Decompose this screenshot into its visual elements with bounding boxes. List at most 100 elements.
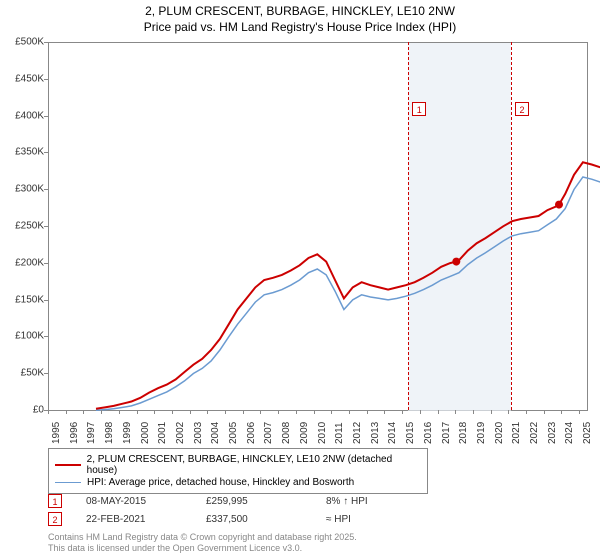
sale-price-2: £337,500 <box>206 514 326 525</box>
footnote-line2: This data is licensed under the Open Gov… <box>48 543 357 554</box>
sale-marker-dot <box>555 201 563 209</box>
legend-item-price: 2, PLUM CRESCENT, BURBAGE, HINCKLEY, LE1… <box>55 454 421 476</box>
chart-title: 2, PLUM CRESCENT, BURBAGE, HINCKLEY, LE1… <box>0 0 600 35</box>
x-tick-label: 2020 <box>494 422 505 444</box>
x-tick-label: 2013 <box>370 422 381 444</box>
y-tick <box>44 79 48 80</box>
y-tick-label: £350K <box>4 147 44 158</box>
sale-row-2: 2 22-FEB-2021 £337,500 ≈ HPI <box>48 510 406 528</box>
sales-table: 1 08-MAY-2015 £259,995 8% ↑ HPI 2 22-FEB… <box>48 492 406 528</box>
y-tick-label: £150K <box>4 294 44 305</box>
y-tick-label: £100K <box>4 331 44 342</box>
x-tick <box>172 410 173 414</box>
x-tick <box>48 410 49 414</box>
y-tick-label: £300K <box>4 184 44 195</box>
x-tick-label: 2022 <box>529 422 540 444</box>
x-tick <box>561 410 562 414</box>
x-tick-label: 2003 <box>193 422 204 444</box>
y-tick <box>44 189 48 190</box>
x-tick-label: 2012 <box>352 422 363 444</box>
x-tick <box>278 410 279 414</box>
y-tick <box>44 116 48 117</box>
x-tick-label: 2025 <box>582 422 593 444</box>
y-tick <box>44 152 48 153</box>
x-tick <box>349 410 350 414</box>
x-tick-label: 2006 <box>246 422 257 444</box>
x-tick-label: 1998 <box>104 422 115 444</box>
x-tick-label: 2010 <box>317 422 328 444</box>
sale-comp-1: 8% ↑ HPI <box>326 496 406 507</box>
y-tick-label: £450K <box>4 73 44 84</box>
x-tick <box>83 410 84 414</box>
sale-date-2: 22-FEB-2021 <box>86 514 206 525</box>
x-tick <box>367 410 368 414</box>
x-tick <box>119 410 120 414</box>
x-tick <box>473 410 474 414</box>
x-tick-label: 2018 <box>458 422 469 444</box>
event-marker-box: 2 <box>515 102 529 116</box>
x-tick <box>101 410 102 414</box>
x-tick <box>296 410 297 414</box>
x-tick <box>66 410 67 414</box>
sale-price-1: £259,995 <box>206 496 326 507</box>
x-tick-label: 2005 <box>228 422 239 444</box>
x-tick <box>331 410 332 414</box>
x-tick-label: 1997 <box>86 422 97 444</box>
x-tick <box>544 410 545 414</box>
x-tick-label: 2019 <box>476 422 487 444</box>
x-tick <box>154 410 155 414</box>
x-tick-label: 2008 <box>281 422 292 444</box>
x-tick <box>225 410 226 414</box>
event-vline <box>408 42 409 410</box>
sale-marker-dot <box>452 258 460 266</box>
y-tick-label: £400K <box>4 110 44 121</box>
x-tick-label: 1995 <box>51 422 62 444</box>
title-line1: 2, PLUM CRESCENT, BURBAGE, HINCKLEY, LE1… <box>0 4 600 20</box>
event-marker-box: 1 <box>412 102 426 116</box>
sale-date-1: 08-MAY-2015 <box>86 496 206 507</box>
y-tick-label: £500K <box>4 37 44 48</box>
legend-label-price: 2, PLUM CRESCENT, BURBAGE, HINCKLEY, LE1… <box>87 454 421 476</box>
x-tick-label: 1999 <box>122 422 133 444</box>
y-tick-label: £250K <box>4 221 44 232</box>
x-tick <box>243 410 244 414</box>
y-tick-label: £0 <box>4 405 44 416</box>
x-tick-label: 2002 <box>175 422 186 444</box>
x-tick-label: 2001 <box>157 422 168 444</box>
title-line2: Price paid vs. HM Land Registry's House … <box>0 20 600 36</box>
sale-marker-1: 1 <box>48 494 62 508</box>
sale-comp-2: ≈ HPI <box>326 514 406 525</box>
x-tick-label: 2017 <box>441 422 452 444</box>
footnote: Contains HM Land Registry data © Crown c… <box>48 532 357 554</box>
x-tick <box>137 410 138 414</box>
y-tick <box>44 336 48 337</box>
series-hpi <box>96 166 600 410</box>
x-tick-label: 2000 <box>140 422 151 444</box>
sale-row-1: 1 08-MAY-2015 £259,995 8% ↑ HPI <box>48 492 406 510</box>
x-tick-label: 2009 <box>299 422 310 444</box>
x-tick-label: 2016 <box>423 422 434 444</box>
y-tick <box>44 226 48 227</box>
x-tick <box>207 410 208 414</box>
x-tick <box>190 410 191 414</box>
x-tick-label: 2004 <box>210 422 221 444</box>
x-tick <box>438 410 439 414</box>
x-tick-label: 2015 <box>405 422 416 444</box>
series-price_paid <box>96 151 600 409</box>
y-tick <box>44 263 48 264</box>
legend-swatch-price <box>55 464 81 466</box>
footnote-line1: Contains HM Land Registry data © Crown c… <box>48 532 357 543</box>
x-tick-label: 1996 <box>69 422 80 444</box>
x-tick-label: 2007 <box>263 422 274 444</box>
x-tick <box>491 410 492 414</box>
y-tick <box>44 42 48 43</box>
y-tick-label: £50K <box>4 368 44 379</box>
x-tick <box>508 410 509 414</box>
x-tick-label: 2011 <box>334 422 345 444</box>
y-tick <box>44 300 48 301</box>
legend-item-hpi: HPI: Average price, detached house, Hinc… <box>55 477 421 488</box>
legend-label-hpi: HPI: Average price, detached house, Hinc… <box>87 477 354 488</box>
x-tick <box>526 410 527 414</box>
sale-marker-2: 2 <box>48 512 62 526</box>
y-tick <box>44 373 48 374</box>
